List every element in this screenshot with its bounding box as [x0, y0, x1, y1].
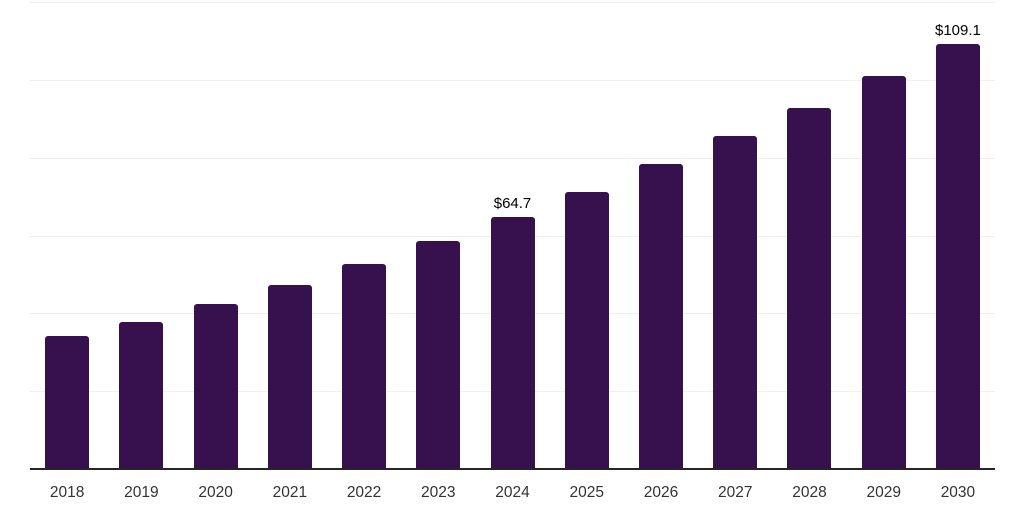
bar-column-2025	[550, 2, 624, 469]
bar-column-2019	[104, 2, 178, 469]
data-label-2024: $64.7	[493, 194, 532, 212]
bar-column-2029	[847, 2, 921, 469]
bar-2021	[267, 285, 312, 469]
bar-column-2020	[178, 2, 252, 469]
bar-2026	[638, 164, 683, 469]
bar-2019	[119, 322, 164, 469]
x-tick-2025: 2025	[569, 484, 604, 501]
gridline-100	[30, 79, 995, 81]
x-tick-2021: 2021	[272, 484, 308, 501]
bar-2030: $109.1	[935, 22, 981, 469]
x-tick-2018: 2018	[49, 484, 85, 501]
gridline-120	[30, 2, 995, 3]
x-tick-2023: 2023	[421, 484, 456, 501]
bar-2025	[564, 191, 609, 469]
plot-area: $64.7 $109.1	[30, 2, 995, 469]
bar-2023	[416, 241, 461, 469]
bar-2022	[342, 263, 387, 469]
bar-2027	[713, 136, 758, 469]
bar-2018	[45, 336, 90, 469]
bar-column-2022	[327, 2, 401, 469]
bar-2024: $64.7	[490, 195, 535, 469]
bar-2028	[787, 107, 832, 469]
x-tick-2020: 2020	[198, 484, 233, 501]
x-axis-labels: 2018 2019 2020 2021 2022 2023 2024 2025 2026 2027…	[30, 484, 995, 501]
bar-column-2026	[624, 2, 698, 469]
bar-2029	[861, 76, 906, 469]
bar-column-2027	[698, 2, 772, 469]
x-tick-2026: 2026	[643, 484, 679, 501]
bars-row: $64.7 $109.1	[30, 2, 995, 469]
x-tick-2029: 2029	[866, 484, 901, 501]
x-tick-2028: 2028	[792, 484, 827, 501]
bar-column-2018	[30, 2, 104, 469]
x-axis-line	[30, 468, 995, 470]
bar-2020	[193, 304, 238, 469]
bar-column-2030: $109.1	[921, 2, 995, 469]
bar-column-2023	[401, 2, 475, 469]
x-tick-2019: 2019	[124, 484, 159, 501]
x-tick-2022: 2022	[346, 484, 382, 501]
x-tick-2024: 2024	[495, 484, 530, 501]
gridline-80	[30, 157, 995, 159]
bar-column-2028	[772, 2, 846, 469]
x-tick-2027: 2027	[717, 484, 753, 501]
x-tick-2030: 2030	[940, 484, 976, 501]
data-label-2030: $109.1	[934, 21, 981, 39]
bar-column-2021	[253, 2, 327, 469]
bar-column-2024: $64.7	[475, 2, 549, 469]
